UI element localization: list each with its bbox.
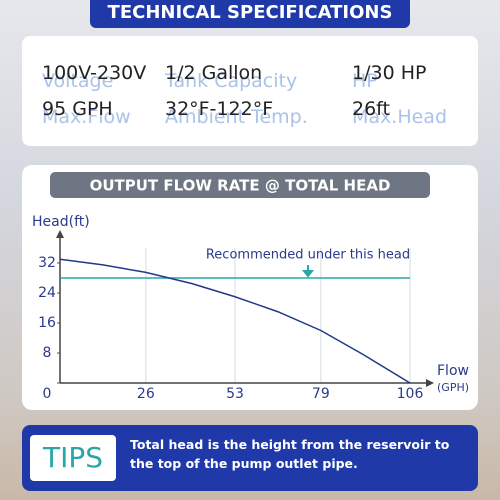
spec-value: 1/2 Gallon <box>165 62 263 84</box>
y-tick-label: 8 <box>43 345 52 361</box>
x-tick-label: 26 <box>137 386 155 402</box>
spec-label: HP <box>352 70 378 92</box>
spec-label: Max.Head <box>352 106 447 128</box>
y-tick-label: 32 <box>38 255 56 271</box>
chart-header <box>50 172 430 198</box>
reference-label: Recommended under this head <box>206 248 410 263</box>
chart-title: OUTPUT FLOW RATE @ TOTAL HEAD <box>90 177 391 195</box>
chart-panel <box>22 165 478 410</box>
reference-arrow <box>301 265 315 278</box>
flow-curve <box>59 258 411 384</box>
spec-label: Tank Capacity <box>165 70 298 92</box>
x-axis-label: Flow <box>437 363 469 379</box>
spec-label: Voltage <box>42 70 114 92</box>
spec-value: 95 GPH <box>42 98 113 120</box>
y-axis-arrow <box>56 230 64 238</box>
spec-value: 26ft <box>352 98 390 120</box>
x-tick-label: 79 <box>312 386 330 402</box>
specs-card: Voltage 100V-230V Tank Capacity 1/2 Gallon H… <box>22 36 478 146</box>
spec-value: 100V-230V <box>42 62 147 84</box>
y-tick-label: 24 <box>38 285 56 301</box>
tips-text: Total head is the height from the reserv… <box>130 437 450 471</box>
y-tick-label: 16 <box>38 315 56 331</box>
x-tick-label: 106 <box>397 386 424 402</box>
spec-label: Ambient Temp. <box>165 106 308 128</box>
y-axis-label: Head(ft) <box>32 214 90 230</box>
tips-title: TIPS <box>30 435 116 481</box>
tips-box: TIPS Total head is the height from the r… <box>22 425 478 491</box>
spec-value: 32°F-122°F <box>165 98 274 120</box>
x-axis-arrow <box>426 379 434 387</box>
x-axis-unit: (GPH) <box>437 381 469 394</box>
spec-value: 1/30 HP <box>352 62 427 84</box>
x-tick-label: 53 <box>226 386 244 402</box>
chart: OUTPUT FLOW RATE @ TOTAL HEAD Head(ft) F… <box>32 172 469 402</box>
spec-label: Max.Flow <box>42 106 131 128</box>
banner: TECHNICAL SPECIFICATIONS <box>90 0 410 28</box>
y-tick-label: 0 <box>43 386 52 402</box>
